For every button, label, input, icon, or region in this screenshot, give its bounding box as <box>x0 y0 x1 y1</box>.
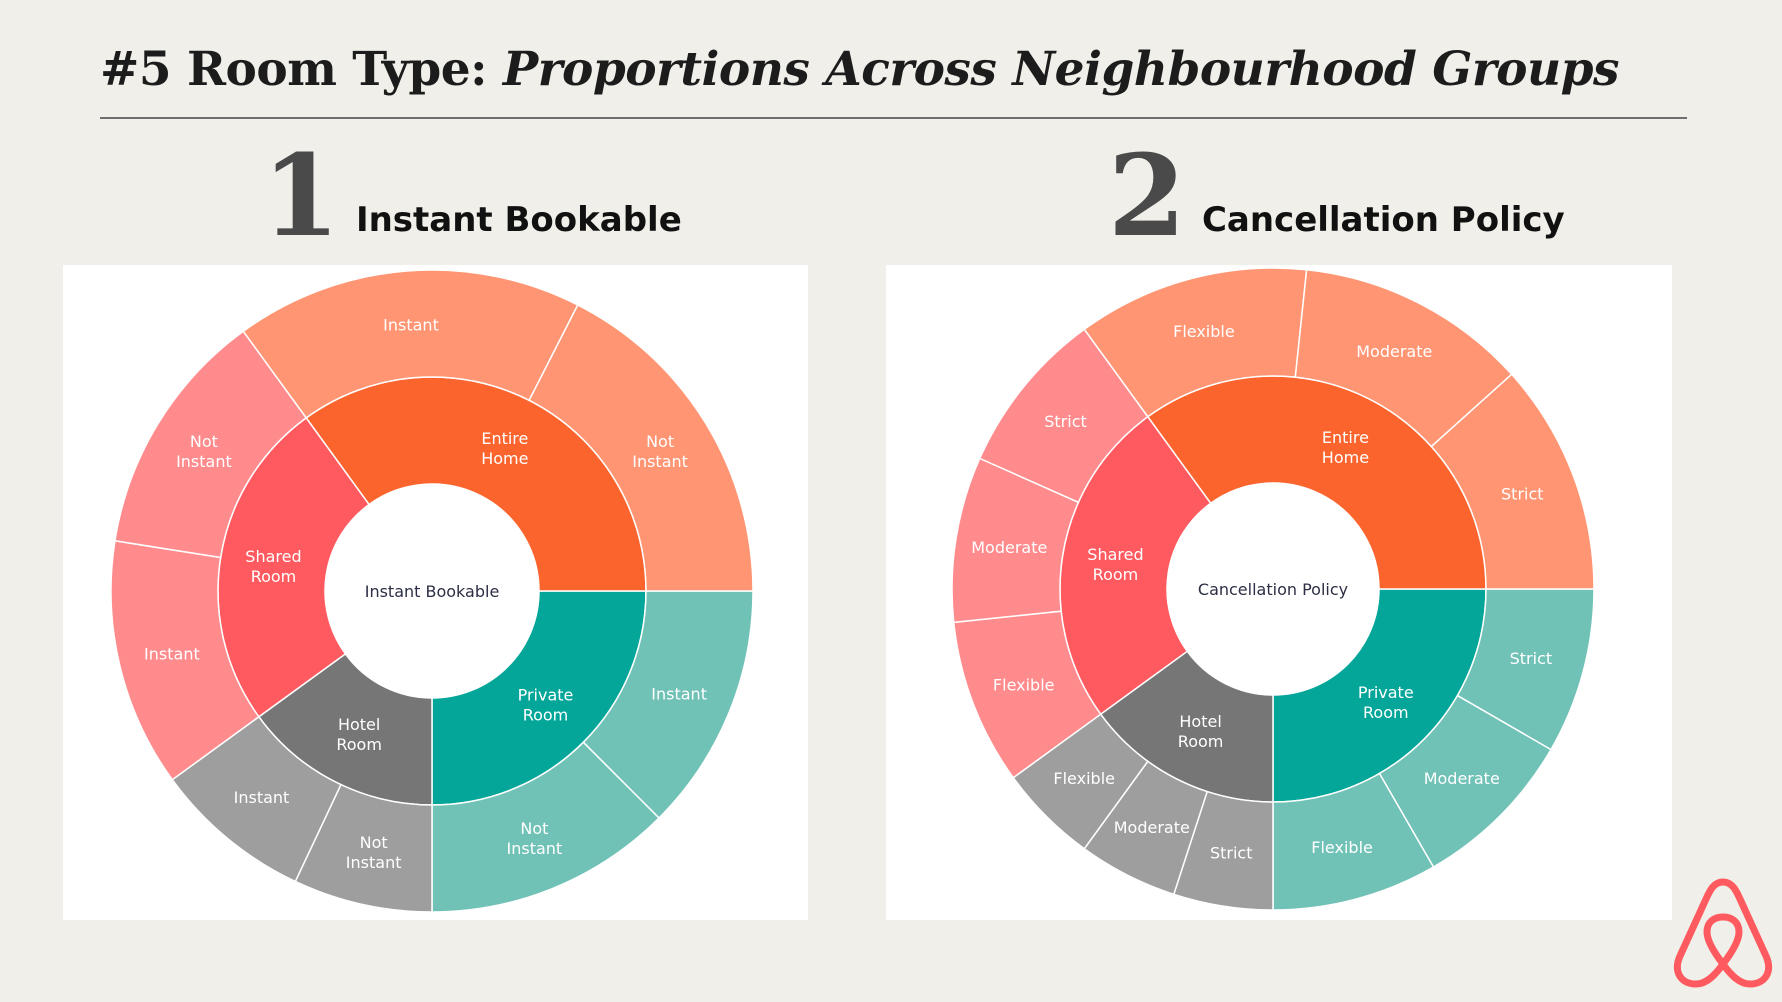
outer-label-moderate: Moderate <box>971 538 1047 557</box>
inner-label-shared-room: Shared Room <box>245 547 301 586</box>
outer-segment-entire-home-not-instant[interactable] <box>528 303 754 592</box>
outer-label-not-instant: Not Instant <box>507 819 563 858</box>
outer-label-moderate: Moderate <box>1356 342 1432 361</box>
outer-label-not-instant: Not Instant <box>632 432 688 471</box>
title-divider <box>100 117 1687 119</box>
section-heading-cancellation-policy: 2 Cancellation Policy <box>1108 131 1565 262</box>
section-label: Cancellation Policy <box>1201 200 1565 240</box>
sunburst-chart-cancellation-policy: Private Room Strict Moderate Flexible Hotel Ro… <box>951 267 1595 911</box>
outer-label-strict: Strict <box>1044 412 1087 431</box>
title-italic: Proportions Across Neighbourhood Groups <box>502 42 1620 97</box>
chart-panel-instant-bookable: Private Room Instant Not Instant Hotel Room Not… <box>63 265 808 920</box>
chart-panel-cancellation-policy: Private Room Strict Moderate Flexible Hotel Ro… <box>886 265 1672 920</box>
center-label: Instant Bookable <box>365 582 500 601</box>
inner-label-entire-home: Entire Home <box>1322 428 1369 467</box>
title-prefix: #5 Room Type: <box>100 42 503 97</box>
inner-label-hotel-room: Hotel Room <box>1178 712 1224 751</box>
outer-label-flexible: Flexible <box>993 676 1055 695</box>
inner-label-hotel-room: Hotel Room <box>336 715 382 754</box>
center-hole <box>325 484 539 698</box>
inner-label-entire-home: Entire Home <box>481 429 528 468</box>
inner-label-private-room: Private Room <box>518 685 574 724</box>
outer-label-flexible: Flexible <box>1311 838 1373 857</box>
inner-label-private-room: Private Room <box>1358 683 1414 722</box>
outer-label-flexible: Flexible <box>1053 769 1115 788</box>
inner-label-shared-room: Shared Room <box>1087 545 1143 584</box>
section-number: 1 <box>262 131 340 262</box>
outer-label-not-instant: Not Instant <box>346 833 402 872</box>
page-title: #5 Room Type: Proportions Across Neighbo… <box>100 42 1619 97</box>
outer-label-instant: Instant <box>383 315 439 334</box>
center-hole <box>1167 483 1379 695</box>
outer-label-flexible: Flexible <box>1173 322 1235 341</box>
section-number: 2 <box>1108 131 1186 262</box>
outer-label-strict: Strict <box>1510 649 1553 668</box>
outer-label-instant: Instant <box>144 644 200 663</box>
airbnb-logo-icon <box>1673 878 1773 988</box>
center-label: Cancellation Policy <box>1198 580 1348 599</box>
outer-label-strict: Strict <box>1210 844 1253 863</box>
outer-label-instant: Instant <box>234 788 290 807</box>
section-heading-instant-bookable: 1 Instant Bookable <box>262 131 682 262</box>
outer-label-not-instant: Not Instant <box>176 432 232 471</box>
outer-label-moderate: Moderate <box>1424 769 1500 788</box>
section-label: Instant Bookable <box>355 200 682 240</box>
outer-segment-entire-home-strict[interactable] <box>1430 373 1595 590</box>
outer-label-instant: Instant <box>651 684 707 703</box>
outer-label-strict: Strict <box>1501 484 1544 503</box>
outer-label-moderate: Moderate <box>1114 818 1190 837</box>
sunburst-chart-instant-bookable: Private Room Instant Not Instant Hotel Room Not… <box>110 269 754 913</box>
